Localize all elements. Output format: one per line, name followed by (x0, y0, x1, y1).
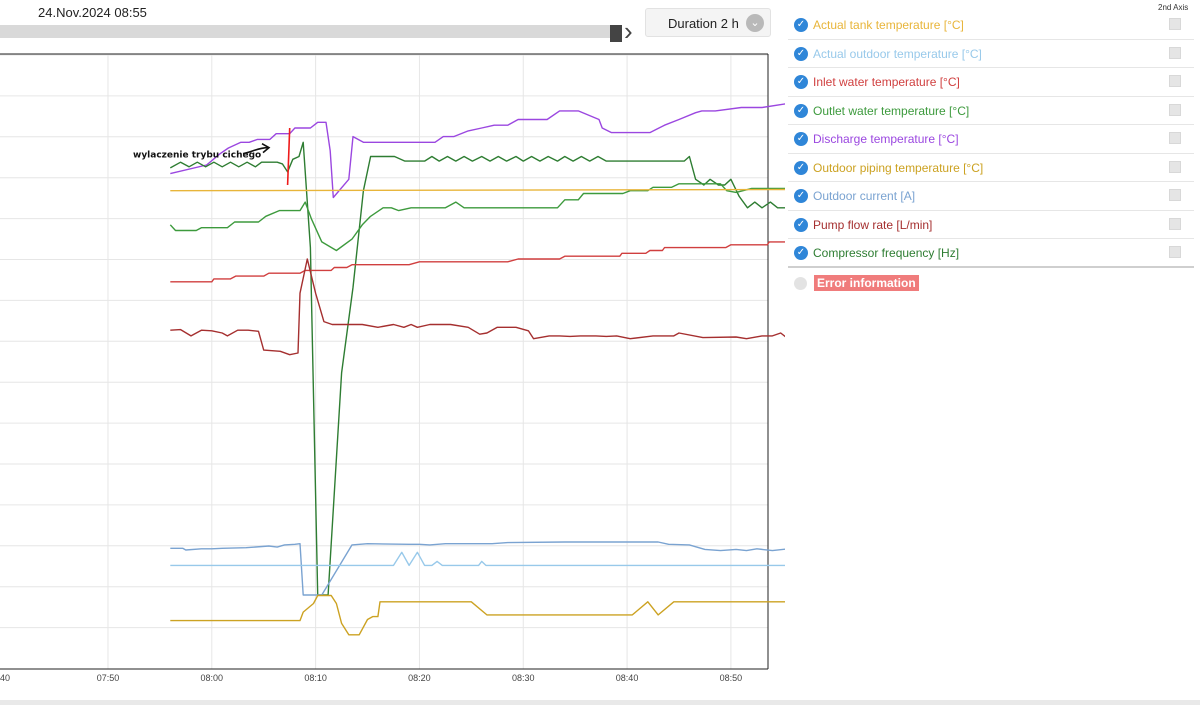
error-information-label: Error information (814, 275, 919, 291)
annotation-arrowhead (261, 142, 271, 154)
checkmark-icon[interactable]: ✓ (794, 246, 808, 260)
legend-label: Outlet water temperature [°C] (813, 103, 970, 118)
series-line (286, 127, 291, 186)
series-line (170, 241, 785, 283)
checkmark-icon[interactable]: ✓ (794, 132, 808, 146)
second-axis-checkbox[interactable] (1169, 18, 1181, 30)
second-axis-checkbox[interactable] (1169, 132, 1181, 144)
series-line (169, 183, 785, 252)
x-tick-label: 08:20 (408, 673, 431, 683)
line-chart: 40 07:50 08:00 08:10 08:20 08:30 08:40 08:50 wyl… (0, 53, 785, 683)
checkmark-icon[interactable]: ✓ (794, 217, 808, 232)
second-axis-checkbox[interactable] (1169, 217, 1181, 230)
legend-item[interactable]: ✓ Pump flow rate [L/min] (788, 211, 1194, 239)
x-tick-label: 08:30 (512, 673, 535, 683)
timestamp: 24.Nov.2024 08:55 (38, 5, 147, 20)
checkmark-icon[interactable]: ✓ (794, 18, 808, 32)
chevron-down-icon: ⌄ (746, 14, 764, 32)
time-scrollbar[interactable] (0, 25, 622, 38)
series-line (169, 141, 785, 596)
scrollbar-handle[interactable] (610, 25, 622, 42)
series-line (170, 103, 785, 199)
legend: ✓ Actual tank temperature [°C] ✓ Actual … (788, 11, 1194, 268)
x-tick-label: 08:50 (720, 673, 743, 683)
second-axis-checkbox[interactable] (1169, 160, 1181, 173)
legend-label: Discharge temperature [°C] (813, 132, 959, 146)
legend-item[interactable]: ✓ Actual outdoor temperature [°C] (788, 40, 1194, 68)
second-axis-checkbox[interactable] (1169, 189, 1181, 201)
annotation-arrow (242, 146, 269, 155)
legend-item[interactable]: ✓ Outlet water temperature [°C] (788, 97, 1194, 125)
series-line (170, 594, 785, 636)
second-axis-checkbox[interactable] (1169, 46, 1181, 59)
annotation-text: wylaczenie trybu cichego (133, 151, 261, 161)
bottom-bar (0, 700, 1200, 705)
legend-label: Inlet water temperature [°C] (813, 75, 960, 89)
legend-item[interactable]: ✓ Outdoor piping temperature [°C] (788, 154, 1194, 182)
second-axis-header: 2nd Axis (1158, 3, 1189, 12)
second-axis-checkbox[interactable] (1169, 246, 1181, 258)
duration-label: Duration 2 h (668, 16, 739, 31)
second-axis-checkbox[interactable] (1169, 103, 1181, 116)
series-line (170, 551, 785, 567)
legend-label: Actual outdoor temperature [°C] (813, 46, 982, 61)
legend-item[interactable]: ✓ Compressor frequency [Hz] (788, 239, 1194, 268)
checkmark-icon[interactable]: ✓ (794, 103, 808, 118)
series-line (170, 258, 785, 356)
series-line (170, 188, 785, 192)
x-tick-label: 07:50 (97, 673, 120, 683)
legend-label: Outdoor piping temperature [°C] (813, 160, 984, 175)
legend-item[interactable]: ✓ Actual tank temperature [°C] (788, 11, 1194, 40)
checkmark-icon[interactable]: ✓ (794, 189, 808, 203)
x-tick-label: 08:40 (616, 673, 639, 683)
chevron-right-icon[interactable]: › (624, 16, 633, 46)
x-tick-label: 08:10 (304, 673, 327, 683)
x-tick-label: 08:00 (201, 673, 224, 683)
checkmark-icon[interactable]: ✓ (794, 46, 808, 61)
legend-item[interactable]: ✓ Discharge temperature [°C] (788, 125, 1194, 154)
legend-label: Actual tank temperature [°C] (813, 18, 964, 32)
second-axis-checkbox[interactable] (1169, 75, 1181, 87)
unchecked-circle-icon[interactable] (794, 277, 807, 290)
legend-label: Compressor frequency [Hz] (813, 246, 960, 260)
legend-item[interactable]: ✓ Outdoor current [A] (788, 182, 1194, 211)
series-line (170, 541, 785, 596)
duration-dropdown[interactable]: Duration 2 h ⌄ (645, 8, 771, 37)
x-tick-label: 40 (0, 673, 10, 683)
checkmark-icon[interactable]: ✓ (794, 75, 808, 89)
legend-label: Outdoor current [A] (813, 189, 916, 203)
legend-label: Pump flow rate [L/min] (813, 217, 933, 232)
legend-item[interactable]: ✓ Inlet water temperature [°C] (788, 68, 1194, 97)
checkmark-icon[interactable]: ✓ (794, 160, 808, 175)
